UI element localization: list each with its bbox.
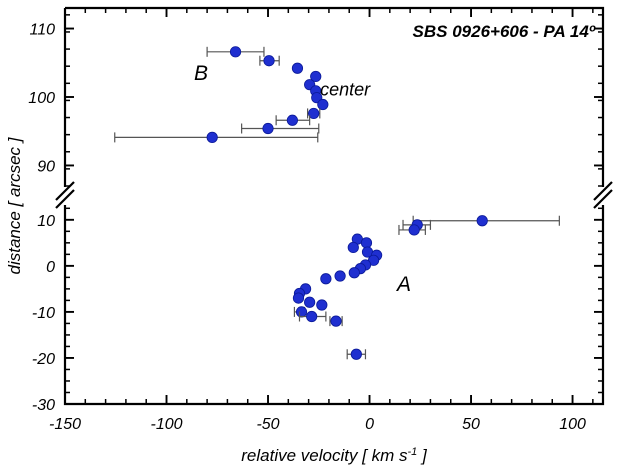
data-point[interactable] bbox=[320, 273, 332, 285]
x-axis-title-main: relative velocity [ km s bbox=[241, 446, 408, 465]
data-point[interactable] bbox=[308, 107, 320, 120]
data-point[interactable] bbox=[408, 224, 420, 236]
data-point[interactable] bbox=[350, 348, 362, 360]
label-layer: -150 -100 -50 0 50 10090100110-30-20-10010SBS… bbox=[5, 22, 596, 465]
data-point[interactable] bbox=[360, 237, 373, 249]
data-point[interactable] bbox=[317, 98, 329, 111]
data-layer bbox=[114, 46, 560, 360]
plot-title: SBS 0926+606 - PA 14º bbox=[413, 22, 596, 41]
y-axis-title: distance [ arcsec ] bbox=[5, 136, 24, 274]
y-tick-label: 100 bbox=[28, 90, 55, 107]
y-tick-label: 10 bbox=[37, 213, 55, 230]
data-point[interactable] bbox=[262, 122, 274, 135]
data-point[interactable] bbox=[229, 46, 242, 58]
data-point[interactable] bbox=[295, 306, 308, 318]
series-B bbox=[114, 46, 329, 143]
axis-break-slash bbox=[593, 189, 613, 209]
annotation-a: A bbox=[395, 273, 411, 296]
series-A bbox=[292, 215, 560, 360]
data-point[interactable] bbox=[304, 296, 316, 308]
y-tick-label: 90 bbox=[37, 158, 55, 175]
y-tick-label: 110 bbox=[29, 22, 55, 39]
data-point[interactable] bbox=[206, 131, 218, 143]
axes-layer bbox=[55, 6, 613, 406]
axis-break-gap bbox=[60, 187, 70, 205]
data-point[interactable] bbox=[291, 62, 304, 74]
x-axis-title-superscript: -1 bbox=[408, 446, 418, 458]
y-tick-label: -30 bbox=[32, 397, 55, 414]
plot-frame bbox=[63, 6, 605, 406]
data-point[interactable] bbox=[348, 267, 360, 279]
data-point[interactable] bbox=[263, 55, 275, 67]
y-tick-label: 0 bbox=[46, 259, 55, 276]
y-tick-label: -10 bbox=[32, 305, 55, 322]
axis-break-slash bbox=[55, 181, 75, 201]
x-axis-title: relative velocity [ km s-1 ] bbox=[241, 446, 428, 465]
annotation-b: B bbox=[194, 62, 208, 85]
data-point[interactable] bbox=[347, 241, 359, 254]
data-point[interactable] bbox=[292, 292, 305, 304]
x-tick-label: -150 bbox=[49, 416, 81, 433]
y-tick-label: -20 bbox=[32, 351, 55, 368]
x-tick-label: 0 bbox=[365, 416, 374, 433]
data-point[interactable] bbox=[286, 114, 298, 126]
axis-break-gap bbox=[598, 187, 608, 205]
data-point[interactable] bbox=[334, 270, 346, 282]
x-axis-title-tail: ] bbox=[417, 446, 428, 465]
data-point[interactable] bbox=[476, 215, 488, 227]
x-tick-label: -100 bbox=[150, 416, 182, 433]
data-point[interactable] bbox=[310, 70, 322, 83]
axis-break-slash bbox=[593, 181, 613, 201]
data-point[interactable] bbox=[330, 315, 342, 327]
data-point[interactable] bbox=[306, 310, 318, 323]
x-tick-label: 50 bbox=[462, 416, 480, 433]
x-tick-label: 100 bbox=[559, 416, 586, 433]
data-point[interactable] bbox=[316, 299, 328, 311]
x-tick-label: -50 bbox=[256, 416, 279, 433]
annotation-center: center bbox=[320, 80, 371, 100]
axis-break-slash bbox=[55, 189, 75, 209]
